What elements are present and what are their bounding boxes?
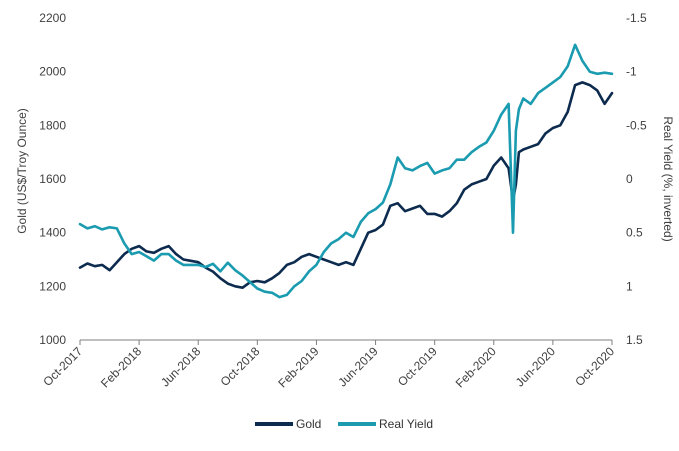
series-lines [78, 43, 614, 299]
left-axis-title: Gold (US$/Troy Ounce) [15, 108, 29, 234]
right-axis-tick-label: 1.5 [626, 333, 643, 347]
gold-series-line [78, 81, 614, 289]
left-axis-tick-label: 1000 [39, 333, 66, 347]
left-axis-tick-label: 2000 [39, 65, 66, 79]
real-yield-series-line [78, 43, 614, 299]
legend-real-yield-label: Real Yield [379, 417, 433, 431]
right-axis-tick-label: 0 [626, 172, 633, 186]
x-axis-tick-label: Feb-2019 [275, 344, 321, 390]
x-axis-tick-label: Jun-2019 [335, 344, 381, 390]
right-axis-tick-label: 1 [626, 279, 633, 293]
x-axis-tick-label: Oct-2019 [395, 344, 440, 389]
x-axis-tick-label: Feb-2018 [98, 344, 144, 390]
right-axis-tick-label: -1.5 [626, 11, 647, 25]
x-axis-tick-label: Jun-2018 [158, 344, 204, 390]
right-axis-tick-label: -0.5 [626, 118, 647, 132]
left-axis-tick-label: 1600 [39, 172, 66, 186]
left-axis-tick-label: 1400 [39, 226, 66, 240]
left-axis-tick-label: 1200 [39, 279, 66, 293]
right-axis-tick-label: -1 [626, 65, 637, 79]
legend: Gold Real Yield [255, 417, 433, 431]
x-axis-tick-label: Oct-2017 [40, 344, 85, 389]
x-axis-tick-label: Oct-2020 [572, 344, 617, 389]
left-axis-tick-label: 1800 [39, 118, 66, 132]
x-axis-tick-label: Feb-2020 [453, 344, 499, 390]
right-axis-title: Real Yield (%, inverted) [661, 116, 675, 241]
right-axis-tick-label: 0.5 [626, 226, 643, 240]
x-axis-tick-label: Oct-2018 [218, 344, 263, 389]
axes: 1000 1200 1400 1600 1800 2000 2200 1.5 1 0.5 0 -0.5… [15, 11, 675, 390]
legend-gold-label: Gold [296, 417, 321, 431]
x-axis-tick-label: Jun-2020 [513, 344, 559, 390]
left-axis-tick-label: 2200 [39, 11, 66, 25]
